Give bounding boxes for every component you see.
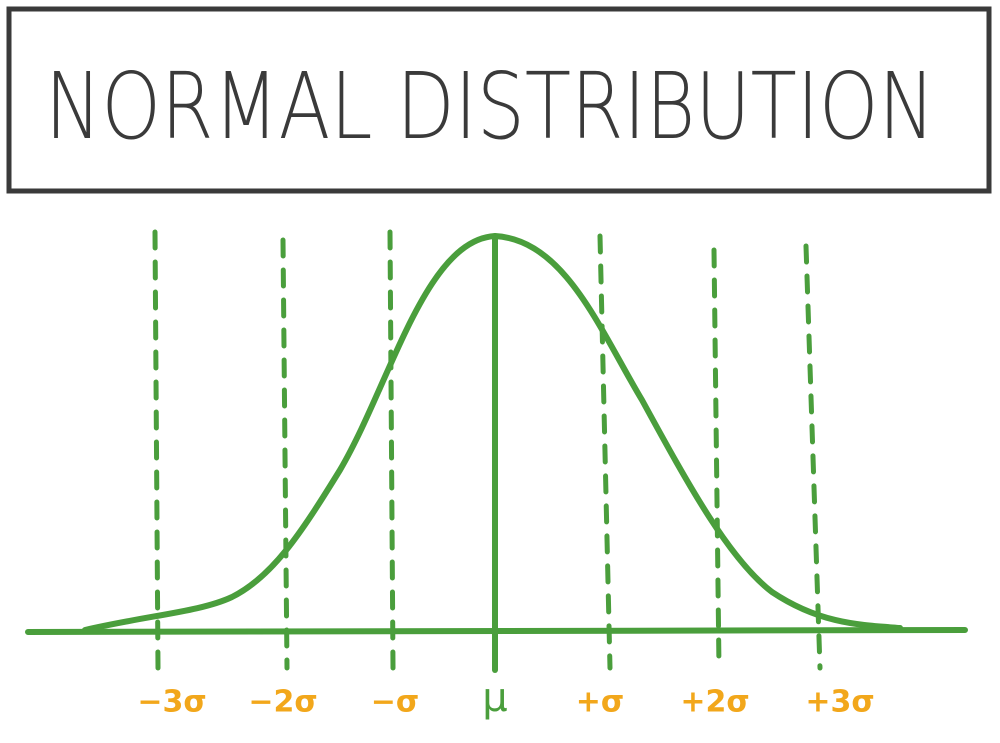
dashed-line [387, 229, 396, 671]
normal-curve [82, 232, 903, 633]
axis-label: +3σ [805, 685, 874, 720]
dashed-line [152, 229, 161, 671]
title: NORMAL DISTRIBUTION [45, 53, 935, 160]
axis-label: +2σ [680, 685, 749, 720]
dashed-line [711, 247, 722, 671]
dashed-line [280, 237, 290, 671]
axis-label: −3σ [137, 685, 206, 720]
title-box [6, 6, 992, 194]
dashed-line [803, 243, 823, 671]
axis-label: −σ [371, 685, 420, 720]
axis-label: μ [482, 675, 507, 721]
axis-label: −2σ [248, 685, 317, 720]
axis-label: +σ [576, 685, 625, 720]
dashed-line [597, 233, 613, 671]
axis-labels: −3σ −2σ −σ μ +σ +2σ +3σ [137, 675, 874, 721]
sigma-lines [152, 229, 823, 671]
